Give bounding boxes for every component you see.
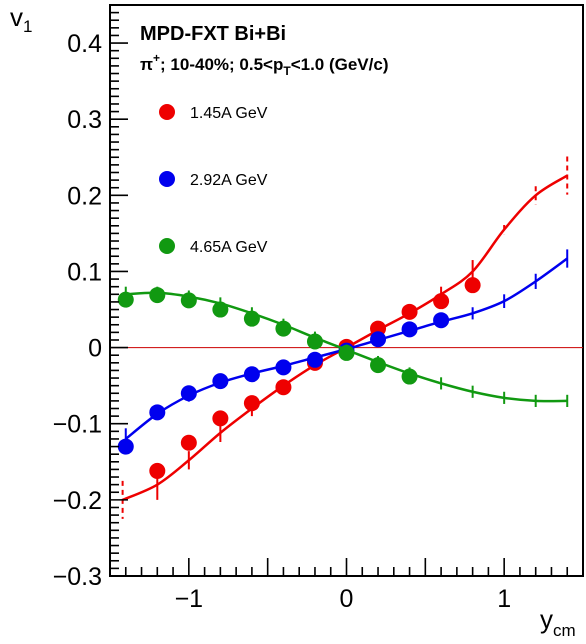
data-point (464, 277, 481, 294)
legend: 1.45A GeV 2.92A GeV 4.65A GeV (159, 104, 268, 256)
data-point (117, 291, 134, 308)
y-tick-label: −0.1 (53, 411, 102, 439)
x-axis-title: ycm (540, 604, 576, 640)
data-point (275, 320, 292, 337)
legend-marker (159, 104, 175, 120)
y-tick-label: 0 (88, 335, 102, 363)
y-tick-label: 0.4 (67, 30, 102, 58)
data-point (243, 395, 260, 412)
legend-marker (159, 171, 175, 187)
data-point (180, 434, 197, 451)
x-tick-label: 1 (497, 585, 511, 613)
legend-label: 2.92A GeV (190, 172, 268, 189)
data-point (338, 344, 355, 361)
tick-labels: −0.3 −0.2 −0.1 0 0.1 0.2 0.3 0.4 −1 0 1 (53, 30, 511, 613)
y-tick-label: 0.2 (67, 182, 102, 210)
y-tick-label: 0.1 (67, 258, 102, 286)
data-point (433, 293, 450, 310)
data-point (306, 333, 323, 350)
x-tick-label: 0 (340, 585, 354, 613)
data-point (149, 404, 166, 421)
data-point (212, 410, 229, 427)
data-point (370, 331, 387, 348)
plot-frame (109, 4, 584, 577)
legend-item: 4.65A GeV (159, 238, 268, 256)
data-point (180, 385, 197, 402)
data-point (370, 357, 387, 374)
series-1 (121, 156, 569, 519)
y-tick-label: −0.3 (53, 563, 102, 591)
data-point (212, 373, 229, 390)
series-3 (117, 286, 569, 407)
chart-title: MPD-FXT Bi+Bi (140, 23, 286, 45)
data-point (433, 312, 450, 329)
chart-subtitle: π+; 10-40%; 0.5<pT<1.0 (GeV/c) (140, 51, 389, 78)
data-point (149, 287, 166, 304)
y-tick-label: −0.2 (53, 487, 102, 515)
data-point (243, 310, 260, 327)
data-point (149, 462, 166, 479)
x-tick-label: −1 (175, 585, 204, 613)
data-point (401, 321, 418, 338)
y-tick-label: 0.3 (67, 106, 102, 134)
legend-item: 2.92A GeV (159, 171, 268, 189)
data-point (180, 292, 197, 309)
data-point (117, 438, 134, 455)
legend-label: 4.65A GeV (190, 239, 268, 256)
data-point (401, 303, 418, 320)
data-point (401, 368, 418, 385)
legend-label: 1.45A GeV (190, 105, 268, 122)
data-point (212, 301, 229, 318)
legend-item: 1.45A GeV (159, 104, 268, 122)
data-point (306, 351, 323, 368)
plot-area (109, 4, 584, 577)
data-point (243, 366, 260, 383)
axis-ticks (109, 4, 584, 577)
y-axis-title: v1 (10, 2, 32, 36)
legend-marker (159, 238, 175, 254)
data-point (275, 359, 292, 376)
data-point (275, 379, 292, 396)
